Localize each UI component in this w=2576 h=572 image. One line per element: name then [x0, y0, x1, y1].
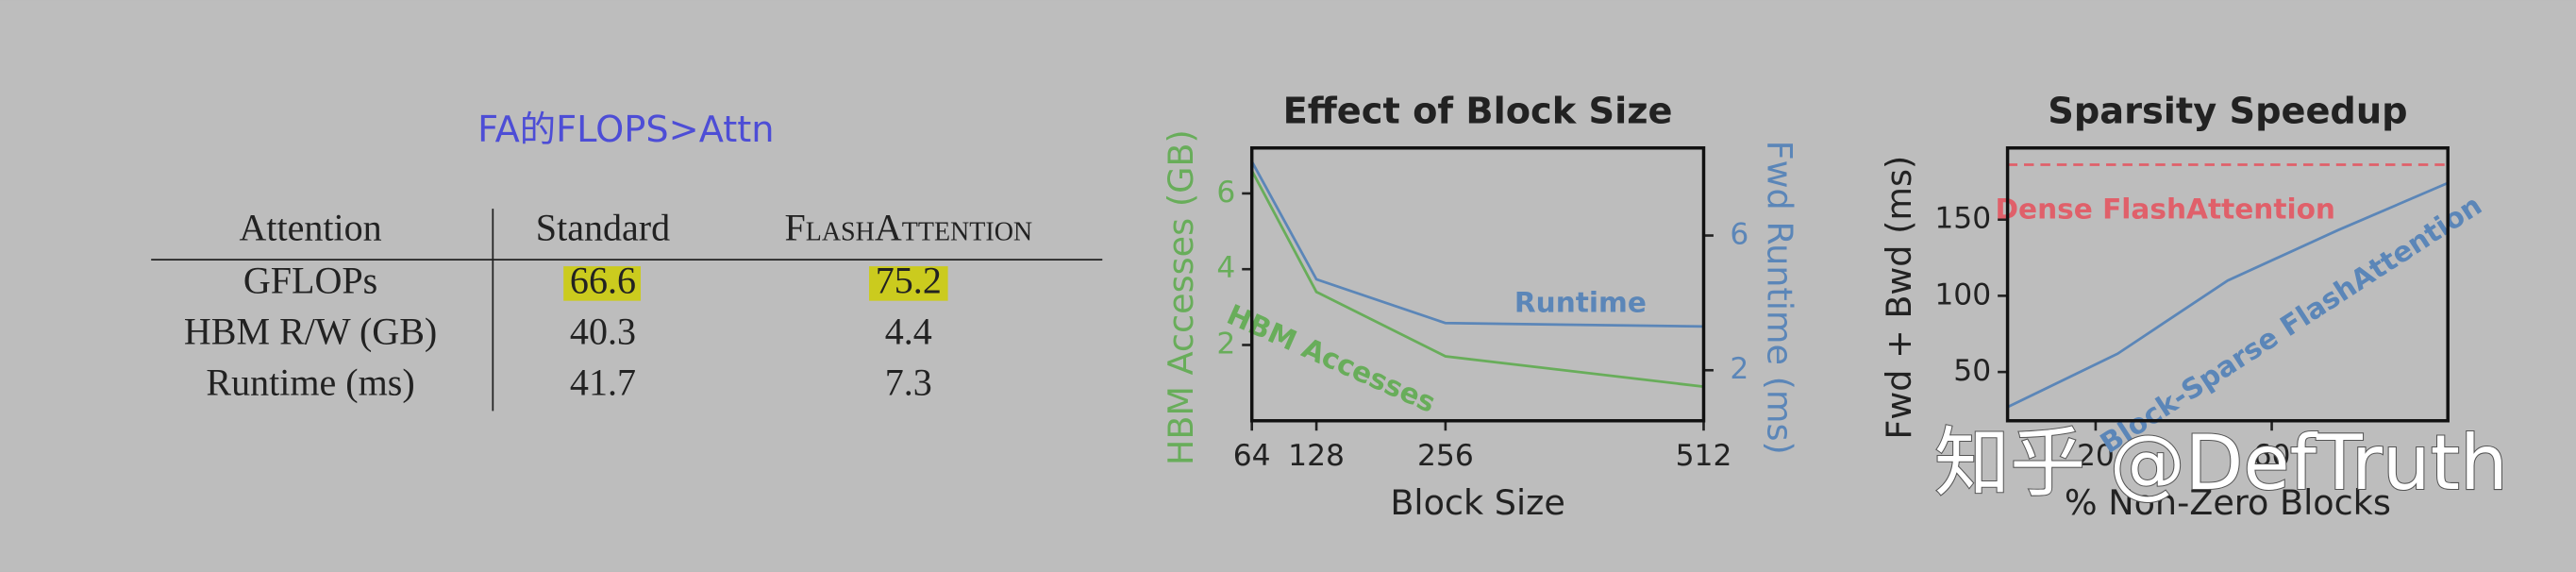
- x-axis-label: Block Size: [1390, 482, 1564, 523]
- table: Attention Standard FlashAttention GFLOPs…: [151, 207, 1103, 412]
- y2-tick-label: 6: [1730, 218, 1748, 252]
- series-line: [1250, 170, 1704, 389]
- y-tick-label: 100: [1934, 278, 1991, 311]
- x-tick-label: 256: [1417, 439, 1474, 473]
- y-tick-label: 150: [1934, 202, 1991, 236]
- x-axis-label: % Non-Zero Blocks: [2065, 482, 2391, 523]
- y-axis-label: Fwd + Bwd (ms): [1879, 156, 1919, 440]
- y-axis-label: HBM Accesses (GB): [1161, 129, 1201, 465]
- x-tick-label: 20: [2077, 439, 2115, 473]
- chart-title: Sparsity Speedup: [2048, 91, 2407, 133]
- y2-axis-label: Fwd Runtime (ms): [1759, 141, 1799, 455]
- y2-tick-label: 2: [1730, 352, 1748, 386]
- x-tick-label: 512: [1676, 439, 1732, 473]
- x-tick-label: 60: [2253, 439, 2291, 473]
- table-cell: 41.7: [570, 361, 636, 403]
- series-label: Dense FlashAttention: [1995, 193, 2335, 225]
- table-cell: 7.3: [885, 361, 932, 403]
- table-header: FlashAttention: [784, 207, 1032, 249]
- y-tick-label: 2: [1216, 327, 1235, 361]
- highlight: [563, 266, 642, 301]
- table-cell: HBM R/W (GB): [184, 310, 437, 352]
- plot-frame: [1249, 146, 1706, 423]
- y-tick-label: 6: [1216, 176, 1235, 210]
- table-header: Attention: [239, 207, 381, 249]
- annotation: FA的FLOPS>Attn: [477, 109, 774, 151]
- series-line: [1250, 160, 1704, 328]
- x-tick-label: 64: [1233, 439, 1271, 473]
- table-cell: Runtime (ms): [206, 361, 414, 403]
- table-cell: 75.2: [876, 259, 942, 301]
- watermark: 知乎 @DefTruth: [1934, 419, 2508, 507]
- plot-frame: [2005, 146, 2450, 423]
- chart-title: Effect of Block Size: [1283, 91, 1673, 133]
- x-tick-label: 128: [1288, 439, 1345, 473]
- series-label: Runtime: [1514, 287, 1647, 319]
- table-cell: 4.4: [885, 310, 932, 352]
- y-tick-label: 4: [1216, 251, 1235, 285]
- highlight: [869, 266, 948, 301]
- y-tick-label: 50: [1953, 354, 1991, 388]
- table-cell: 40.3: [570, 310, 636, 352]
- series-line: [2006, 181, 2449, 409]
- table-cell: GFLOPs: [243, 259, 377, 301]
- table-header: Standard: [536, 207, 670, 249]
- table-cell: 66.6: [570, 259, 636, 301]
